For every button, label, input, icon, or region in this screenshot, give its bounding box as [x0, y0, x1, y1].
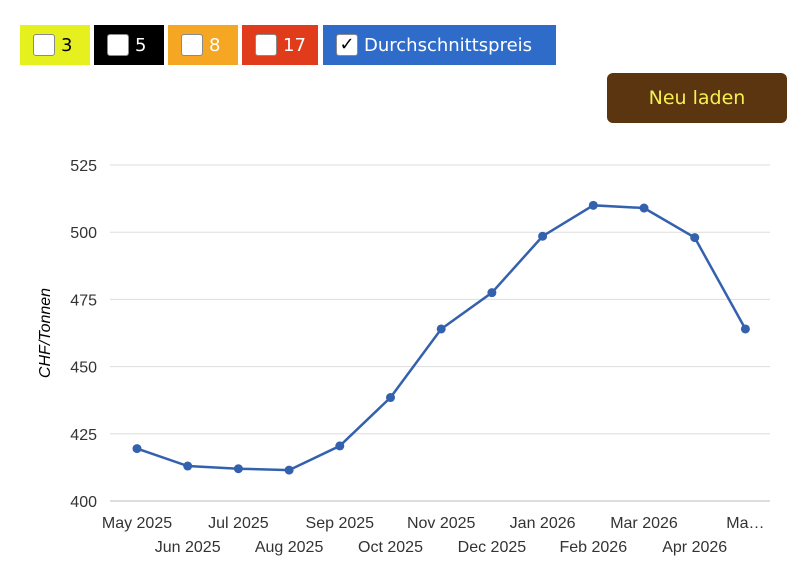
x-tick-label: Aug 2025 [255, 539, 324, 556]
x-tick-label: Jul 2025 [208, 515, 269, 532]
y-tick-label: 475 [70, 292, 97, 309]
data-point[interactable] [386, 393, 395, 403]
y-axis-ticks: 400 425 450 475 500 525 [70, 158, 97, 511]
x-tick-label: Apr 2026 [662, 539, 727, 556]
x-tick-label: May 2025 [102, 515, 172, 532]
data-point[interactable] [132, 444, 142, 454]
checkbox-icon[interactable] [33, 34, 55, 56]
y-tick-label: 450 [70, 360, 97, 377]
data-point[interactable] [183, 461, 193, 471]
data-point[interactable] [284, 465, 294, 475]
series-line [136, 204, 747, 472]
x-tick-label: Ma… [726, 515, 764, 532]
y-tick-label: 500 [70, 225, 97, 242]
x-tick-label: Jun 2025 [155, 539, 221, 556]
data-point[interactable] [335, 441, 345, 451]
series-toggle-label: 8 [209, 34, 221, 56]
series-toggle-17[interactable]: 17 [242, 25, 318, 65]
x-tick-label: Dec 2025 [458, 539, 527, 556]
series-toggle-label: Durchschnittspreis [364, 34, 533, 56]
x-tick-label: Feb 2026 [559, 539, 627, 556]
series-toggle-label: 5 [135, 34, 147, 56]
series-average-price [132, 200, 750, 475]
series-toggle-average-price[interactable]: ✓ Durchschnittspreis [323, 25, 556, 65]
y-tick-label: 525 [70, 158, 97, 175]
data-point[interactable] [233, 464, 243, 474]
checkbox-icon[interactable] [107, 34, 129, 56]
series-toggle-8[interactable]: 8 [168, 25, 238, 65]
x-tick-label: Jan 2026 [510, 515, 576, 532]
x-tick-label: Sep 2025 [306, 515, 375, 532]
data-point[interactable] [487, 288, 497, 298]
checkbox-icon[interactable] [255, 34, 277, 56]
data-point[interactable] [436, 324, 446, 334]
series-toggle-5[interactable]: 5 [94, 25, 164, 65]
checkbox-checked-icon[interactable]: ✓ [336, 34, 358, 56]
grid-lines [110, 164, 770, 502]
x-axis-ticks: May 2025 Jun 2025 Jul 2025 Aug 2025 Sep 2025… [102, 515, 765, 556]
x-tick-label: Mar 2026 [610, 515, 678, 532]
series-toggle-label: 17 [283, 34, 306, 56]
x-tick-label: Oct 2025 [358, 539, 423, 556]
y-axis-label: CHF/Tonnen [37, 288, 54, 378]
data-point[interactable] [639, 203, 649, 213]
x-tick-label: Nov 2025 [407, 515, 476, 532]
data-point[interactable] [740, 324, 750, 334]
series-toggle-label: 3 [61, 34, 73, 56]
checkbox-icon[interactable] [181, 34, 203, 56]
y-tick-label: 400 [70, 494, 97, 511]
reload-button[interactable]: Neu laden [607, 73, 787, 123]
data-point[interactable] [588, 200, 598, 210]
series-toggle-3[interactable]: 3 [20, 25, 90, 65]
data-point[interactable] [538, 231, 548, 241]
y-tick-label: 425 [70, 427, 97, 444]
data-point[interactable] [690, 233, 700, 243]
